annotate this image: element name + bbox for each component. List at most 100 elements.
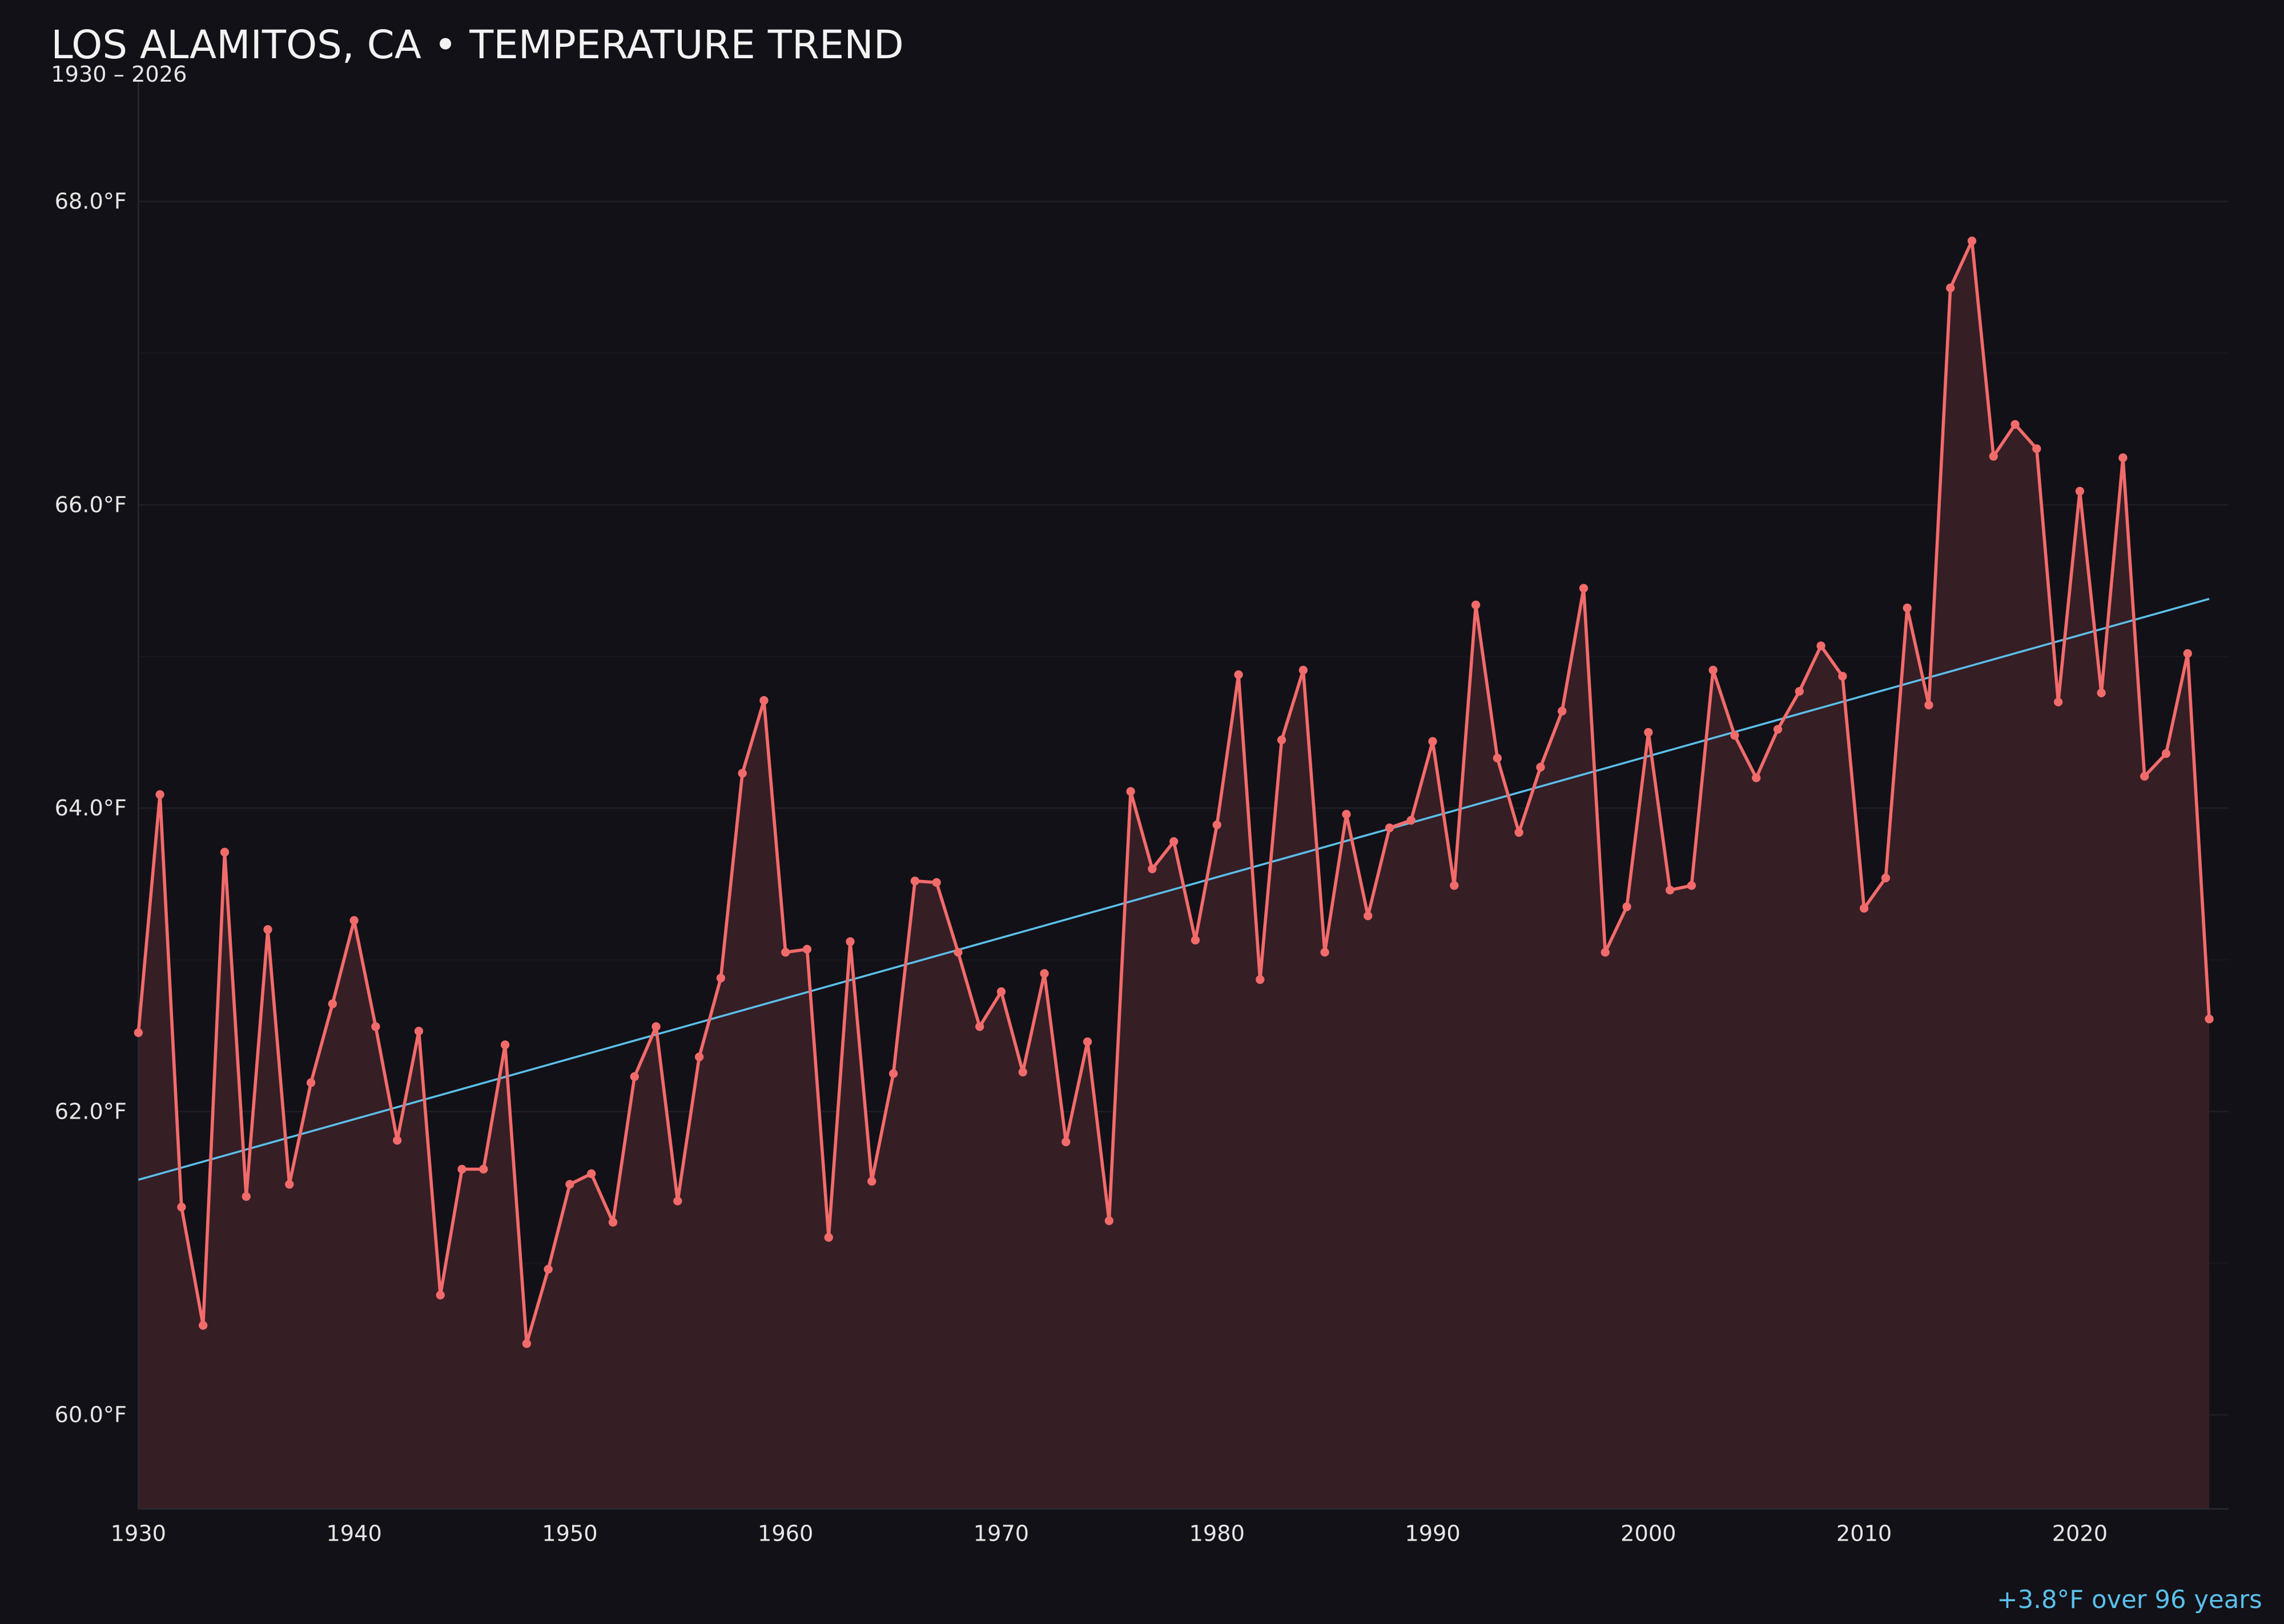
data-point xyxy=(1212,820,1221,830)
x-tick-label: 2020 xyxy=(2052,1521,2108,1547)
data-point xyxy=(457,1164,467,1174)
data-point xyxy=(371,1022,380,1031)
data-point xyxy=(1126,787,1135,796)
x-tick-label: 1970 xyxy=(974,1521,1029,1547)
data-point xyxy=(759,696,769,705)
data-point xyxy=(1450,881,1459,890)
chart-title: LOS ALAMITOS, CA • TEMPERATURE TREND xyxy=(51,22,903,68)
data-point xyxy=(155,790,164,799)
data-point xyxy=(306,1078,316,1087)
data-point xyxy=(1579,584,1589,593)
series-area-fill xyxy=(138,240,2210,1509)
x-tick-label: 1980 xyxy=(1189,1521,1245,1547)
data-point xyxy=(1277,735,1286,745)
x-tick-label: 1930 xyxy=(111,1521,166,1547)
data-point xyxy=(1514,828,1523,837)
data-point xyxy=(910,877,920,886)
data-point xyxy=(1967,236,1977,246)
data-point xyxy=(1191,935,1200,945)
x-tick-label: 1960 xyxy=(758,1521,813,1547)
data-point xyxy=(1989,452,1998,461)
y-tick-label: 64.0°F xyxy=(55,795,127,821)
x-tick-label: 1950 xyxy=(542,1521,597,1547)
data-point xyxy=(888,1069,898,1078)
data-point xyxy=(2053,697,2063,707)
data-point xyxy=(414,1027,424,1036)
data-point xyxy=(608,1217,618,1227)
y-tick-label: 68.0°F xyxy=(55,189,127,215)
data-point xyxy=(242,1192,251,1201)
data-point xyxy=(694,1052,704,1062)
data-point xyxy=(1881,873,1891,883)
data-point xyxy=(1536,762,1545,772)
data-point xyxy=(996,987,1006,996)
data-point xyxy=(630,1072,639,1082)
data-point xyxy=(1104,1216,1114,1225)
data-point xyxy=(1622,902,1631,911)
y-tick-label: 60.0°F xyxy=(55,1402,127,1428)
data-point xyxy=(2183,649,2192,658)
data-point xyxy=(1601,947,1610,957)
data-point xyxy=(1903,604,1912,613)
data-point xyxy=(2032,444,2041,453)
data-point xyxy=(1816,641,1825,650)
data-point xyxy=(1644,727,1653,737)
data-point xyxy=(1428,737,1437,746)
data-point xyxy=(1385,823,1394,833)
data-point xyxy=(436,1291,445,1300)
data-point xyxy=(652,1022,661,1031)
data-point xyxy=(802,944,812,954)
data-point xyxy=(716,974,726,983)
data-point xyxy=(2140,771,2149,781)
data-point xyxy=(1795,687,1804,696)
data-point xyxy=(2010,420,2020,429)
data-point xyxy=(1018,1067,1027,1077)
data-point xyxy=(1040,969,1049,978)
data-point xyxy=(2205,1014,2214,1024)
data-point xyxy=(2161,749,2171,758)
x-tick-label: 2010 xyxy=(1836,1521,1892,1547)
data-point xyxy=(328,999,337,1008)
data-point xyxy=(393,1136,402,1145)
data-point xyxy=(263,925,272,934)
y-tick-label: 66.0°F xyxy=(55,492,127,518)
data-point xyxy=(954,947,963,957)
chart-subtitle: 1930 – 2026 xyxy=(51,62,187,87)
data-point xyxy=(1665,886,1675,895)
data-point xyxy=(1471,600,1481,610)
data-point xyxy=(1708,665,1718,675)
data-point xyxy=(220,847,230,857)
data-point xyxy=(1256,975,1265,984)
data-point xyxy=(1320,947,1329,957)
data-point xyxy=(1148,864,1157,874)
data-point xyxy=(177,1203,186,1212)
data-point xyxy=(1558,706,1567,715)
x-tick-label: 1940 xyxy=(326,1521,381,1547)
data-point xyxy=(1730,731,1739,740)
data-point xyxy=(975,1022,984,1031)
data-point xyxy=(1838,672,1847,681)
data-point xyxy=(522,1339,532,1348)
data-point xyxy=(1169,837,1179,846)
x-tick-label: 1990 xyxy=(1405,1521,1460,1547)
data-point xyxy=(673,1196,682,1205)
data-point xyxy=(846,937,855,946)
data-point xyxy=(349,916,359,925)
data-point xyxy=(1298,665,1308,675)
data-point xyxy=(738,769,747,778)
tick-labels: 1930 1940 1950 1960 1970 1980 1990 2000 2010 2020… xyxy=(55,189,2108,1547)
data-point xyxy=(134,1028,143,1038)
data-point xyxy=(867,1177,876,1186)
data-point xyxy=(587,1169,596,1179)
data-point xyxy=(932,878,941,887)
data-point xyxy=(544,1265,553,1274)
data-point xyxy=(1061,1137,1071,1147)
data-point xyxy=(1364,911,1373,920)
data-point xyxy=(565,1180,574,1189)
data-point xyxy=(1924,701,1933,710)
data-point xyxy=(1342,810,1351,819)
data-point xyxy=(1752,773,1761,782)
data-point xyxy=(1687,881,1696,890)
data-point xyxy=(2118,453,2128,463)
